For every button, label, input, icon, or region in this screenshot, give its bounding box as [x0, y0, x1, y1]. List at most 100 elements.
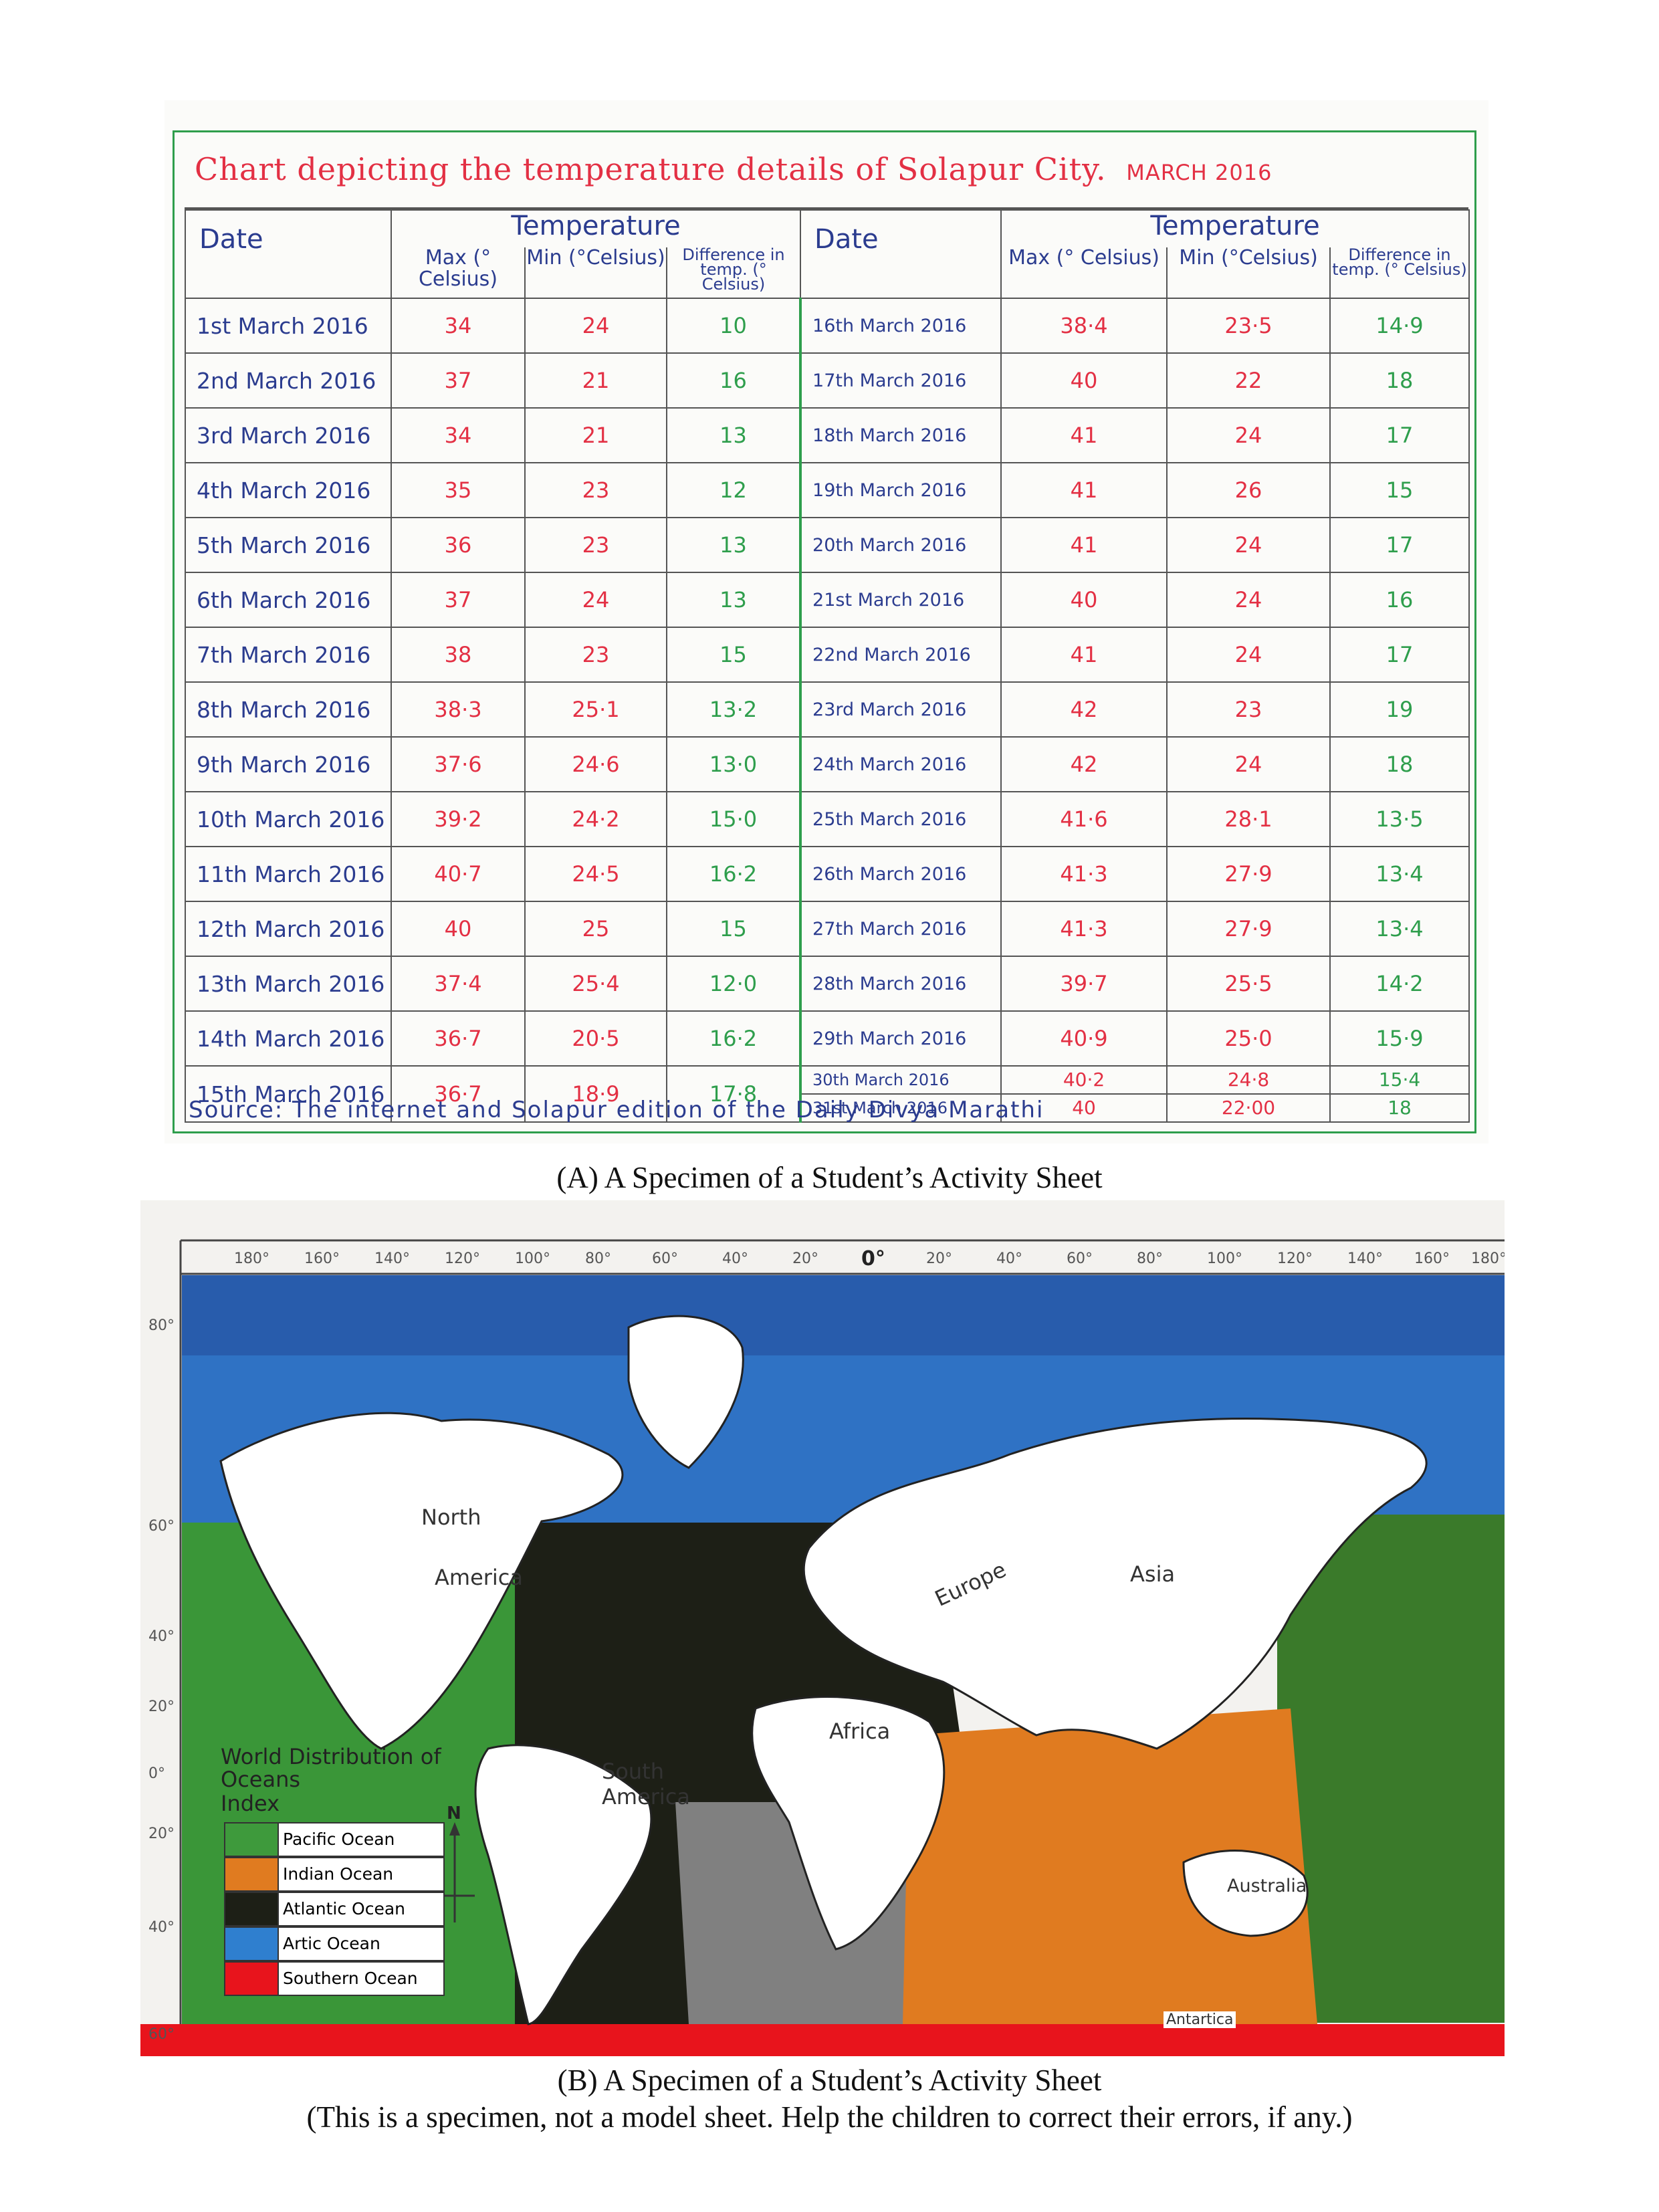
table-row: 6th March 2016 37 24 13 21st March 2016 40 24 1…	[185, 572, 1470, 628]
date-cell: 29th March 2016	[799, 1010, 1002, 1067]
temp-diff-cell: 13·0	[665, 736, 802, 792]
longitude-label: 160°	[304, 1250, 340, 1267]
max-temp-cell: 41·6	[1000, 791, 1168, 847]
table-row: 4th March 2016 35 23 12 19th March 2016 41 26 1…	[185, 462, 1470, 518]
max-temp-cell: 40·2	[1002, 1067, 1167, 1095]
temp-diff-cell: 16·2	[665, 1010, 802, 1067]
caption-note: (This is a specimen, not a model sheet. …	[306, 2100, 1353, 2134]
max-temp-cell: 36	[391, 517, 526, 573]
min-temp-cell: 24	[1166, 407, 1331, 463]
min-temp-cell: 24·5	[524, 846, 667, 902]
min-temp-cell: 24	[524, 572, 667, 628]
legend-item-atlantic: Atlantic Ocean	[224, 1892, 445, 1926]
longitude-label: 120°	[1277, 1250, 1313, 1267]
africa-shape	[751, 1696, 946, 1951]
longitude-label: 180°	[1471, 1250, 1505, 1267]
chart-title-text: Chart depicting the temperature details …	[195, 151, 1107, 187]
table-row: 11th March 2016 40·7 24·5 16·2 26th March 20…	[185, 846, 1470, 902]
temp-diff-cell: 18	[1329, 736, 1470, 792]
min-temp-cell: 26	[1166, 462, 1331, 518]
south-america-shape	[474, 1744, 653, 2025]
legend-label: Pacific Ocean	[279, 1822, 445, 1857]
min-temp-cell: 24	[1166, 572, 1331, 628]
temp-diff-cell: 15·9	[1329, 1010, 1470, 1067]
max-temp-cell: 39·2	[391, 791, 526, 847]
longitude-label: 140°	[1347, 1250, 1383, 1267]
min-temp-cell: 27·9	[1166, 846, 1331, 902]
table-row: 12th March 2016 40 25 15 27th March 2016 41·3…	[185, 901, 1470, 957]
legend-label: Atlantic Ocean	[279, 1892, 445, 1926]
table-row: 15th March 2016 36·7 18·9 17·8 30th March 20…	[185, 1065, 1470, 1123]
header-temperature-right: Temperature	[1000, 209, 1470, 247]
min-temp-cell: 23·5	[1166, 298, 1331, 354]
legend-item-indian: Indian Ocean	[224, 1857, 445, 1892]
latitude-label: 20°	[148, 1698, 175, 1715]
longitude-label: 20°	[926, 1250, 952, 1267]
longitude-label: 140°	[374, 1250, 410, 1267]
min-temp-cell: 18·9	[524, 1065, 667, 1123]
temp-diff-cell: 19	[1329, 681, 1470, 738]
legend-swatch	[224, 1892, 279, 1926]
max-temp-cell: 41·3	[1000, 846, 1168, 902]
stacked-cell: 24·8 22·00	[1166, 1065, 1331, 1123]
min-temp-cell: 24·2	[524, 791, 667, 847]
max-temp-cell: 36·7	[391, 1065, 526, 1123]
longitude-label: 160°	[1414, 1250, 1450, 1267]
date-cell: 18th March 2016	[799, 407, 1002, 463]
eurasia-shape	[802, 1418, 1428, 1750]
temp-diff-cell: 17	[1329, 407, 1470, 463]
min-temp-cell: 23	[524, 627, 667, 683]
max-temp-cell: 34	[391, 407, 526, 463]
longitude-label: 40°	[722, 1250, 748, 1267]
max-temp-cell: 42	[1000, 681, 1168, 738]
date-cell: 20th March 2016	[799, 517, 1002, 573]
table-row: 2nd March 2016 37 21 16 17th March 2016 40 22 1…	[185, 352, 1470, 409]
temp-diff-cell: 17	[1329, 627, 1470, 683]
label-asia: Asia	[1130, 1561, 1176, 1587]
sheet-border	[173, 130, 1476, 1133]
date-cell: 10th March 2016	[185, 791, 392, 847]
min-temp-cell: 23	[524, 517, 667, 573]
legend-label: Indian Ocean	[279, 1857, 445, 1892]
temp-diff-cell: 15	[1329, 462, 1470, 518]
label-america: America	[435, 1565, 523, 1590]
chart-title: Chart depicting the temperature details …	[195, 151, 1465, 205]
date-cell: 1st March 2016	[185, 298, 392, 354]
header-diff-left: Difference in temp. (° Celsius)	[665, 247, 802, 300]
date-cell: 6th March 2016	[185, 572, 392, 628]
temp-diff-cell: 18	[1388, 1097, 1412, 1119]
header-diff-right: Difference in temp. (° Celsius)	[1329, 247, 1470, 300]
label-north: North	[421, 1505, 481, 1530]
latitude-label: 60°	[148, 2026, 175, 2043]
max-temp-cell: 38	[391, 627, 526, 683]
latitude-label: 20°	[148, 1826, 175, 1842]
temp-diff-cell: 13·4	[1329, 846, 1470, 902]
max-temp-cell: 40·9	[1000, 1010, 1168, 1067]
temp-diff-cell: 15·0	[665, 791, 802, 847]
date-cell: 17th March 2016	[799, 352, 1002, 409]
stacked-cell: 40·2 40	[1000, 1065, 1168, 1123]
max-temp-cell: 40	[1000, 572, 1168, 628]
min-temp-cell: 24	[1166, 627, 1331, 683]
legend-swatch	[224, 1926, 279, 1961]
date-cell: 27th March 2016	[799, 901, 1002, 957]
legend-label: Southern Ocean	[279, 1961, 445, 1996]
southern-ocean	[140, 2024, 1505, 2056]
table-row: 8th March 2016 38·3 25·1 13·2 23rd March 201…	[185, 681, 1470, 738]
date-cell: 11th March 2016	[185, 846, 392, 902]
date-cell: 24th March 2016	[799, 736, 1002, 792]
min-temp-cell: 25·1	[524, 681, 667, 738]
ocean-map-sheet: 180° 160° 140° 120° 100° 80° 60° 40° 20°…	[140, 1200, 1505, 2056]
longitude-label: 180°	[234, 1250, 269, 1267]
temp-diff-cell: 15	[665, 901, 802, 957]
min-temp-cell: 21	[524, 407, 667, 463]
date-cell: 13th March 2016	[185, 956, 392, 1012]
date-cell: 7th March 2016	[185, 627, 392, 683]
temp-diff-cell: 13·4	[1329, 901, 1470, 957]
max-temp-cell: 40	[1000, 352, 1168, 409]
date-cell: 26th March 2016	[799, 846, 1002, 902]
max-temp-cell: 35	[391, 462, 526, 518]
date-cell: 4th March 2016	[185, 462, 392, 518]
latitude-label: 60°	[148, 1518, 175, 1535]
max-temp-cell: 41	[1000, 517, 1168, 573]
